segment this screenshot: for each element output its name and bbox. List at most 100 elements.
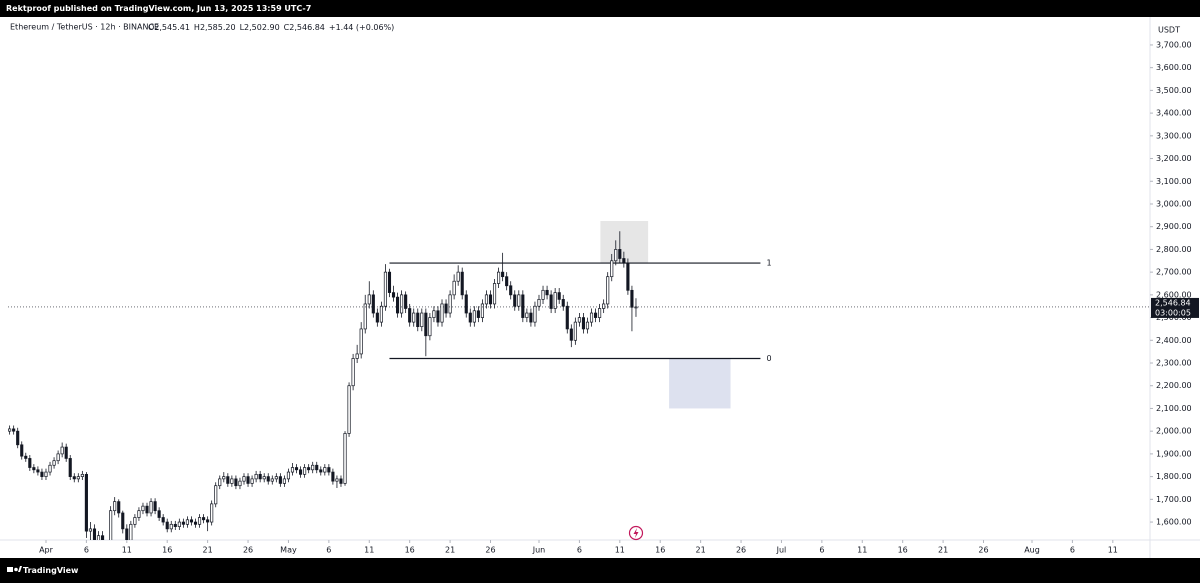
candle-body xyxy=(371,294,375,314)
candle-body xyxy=(197,517,202,525)
legend-value: 2,502.90 xyxy=(244,23,280,32)
legend-key: H xyxy=(194,23,200,32)
x-tick-label: 11 xyxy=(1108,546,1118,555)
candle-body xyxy=(585,321,590,330)
candle-body xyxy=(541,289,545,300)
candle-body xyxy=(529,312,533,323)
y-tick-label: 2,400.00 xyxy=(1156,336,1192,345)
candle-body xyxy=(387,271,392,293)
chart-title: Ethereum / TetherUS · 12h · BINANCE xyxy=(10,23,159,32)
candle-body xyxy=(226,476,230,484)
x-tick-label: 16 xyxy=(162,546,172,555)
candle-body xyxy=(193,521,198,525)
candle-body xyxy=(210,503,214,523)
candle-body xyxy=(501,271,505,278)
candle-body xyxy=(286,471,291,480)
x-tick-label: 6 xyxy=(1070,546,1075,555)
y-tick-label: 3,500.00 xyxy=(1156,86,1192,95)
candle-body xyxy=(173,523,177,527)
candle-body xyxy=(594,312,598,318)
x-tick-label: May xyxy=(280,546,297,555)
candle-body xyxy=(238,480,242,487)
candle-body xyxy=(214,485,218,505)
x-tick-label: 16 xyxy=(405,546,415,555)
candle-body xyxy=(278,476,282,484)
candle-body xyxy=(375,312,379,323)
candle-body xyxy=(28,458,32,468)
x-tick-label: 26 xyxy=(978,546,988,555)
x-tick-label: 26 xyxy=(243,546,253,555)
candle-body xyxy=(412,312,416,323)
candle-body xyxy=(72,476,76,480)
candle-body xyxy=(68,458,72,477)
plot: 10 xyxy=(8,221,772,540)
candle-body xyxy=(222,476,226,480)
candle-body xyxy=(311,464,315,471)
legend-key: C xyxy=(284,23,290,32)
x-tick-label: 6 xyxy=(819,546,824,555)
candle-body xyxy=(391,292,396,298)
candle-body xyxy=(400,294,404,314)
candle-body xyxy=(509,285,513,296)
last-price-box xyxy=(1151,297,1199,318)
y-axis-unit: USDT xyxy=(1158,26,1180,35)
y-tick-label: 2,300.00 xyxy=(1156,359,1192,368)
candle-body xyxy=(428,317,432,337)
candle-body xyxy=(177,521,181,527)
candle-body xyxy=(521,294,525,318)
candle-body xyxy=(76,476,80,480)
candle-body xyxy=(581,317,586,330)
candle-body xyxy=(319,469,323,473)
y-tick-label: 3,100.00 xyxy=(1156,177,1192,186)
candle-body xyxy=(96,535,101,540)
x-tick-label: 26 xyxy=(485,546,495,555)
y-tick-label: 2,800.00 xyxy=(1156,245,1192,254)
candle-body xyxy=(161,517,165,523)
x-tick-label: 11 xyxy=(857,546,867,555)
candle-body xyxy=(468,312,472,323)
candle-body xyxy=(589,312,594,323)
candle-body xyxy=(113,501,117,512)
candle-body xyxy=(440,303,444,323)
candle-body xyxy=(20,444,24,457)
legend-value: 2,546.84 xyxy=(289,23,325,32)
candle-body xyxy=(395,296,400,314)
candle-body xyxy=(497,271,501,284)
candle-body xyxy=(262,476,266,480)
x-tick-label: 6 xyxy=(326,546,331,555)
y-tick-label: 1,600.00 xyxy=(1156,518,1192,527)
candle-body xyxy=(513,294,517,307)
candle-body xyxy=(230,478,234,484)
candle-body xyxy=(307,467,311,471)
candle-body xyxy=(52,460,56,466)
y-tick-label: 3,000.00 xyxy=(1156,199,1192,208)
x-tick-label: Jun xyxy=(532,546,546,555)
candle-body xyxy=(456,271,460,282)
legend-key: +1.44 (+0.06%) xyxy=(329,23,394,32)
candle-body xyxy=(436,310,440,323)
candle-body xyxy=(460,271,464,296)
x-tick-label: 21 xyxy=(938,546,948,555)
y-tick-label: 2,000.00 xyxy=(1156,427,1192,436)
candle-body xyxy=(602,303,606,309)
candle-body xyxy=(359,328,363,355)
candle-body xyxy=(517,294,521,307)
candle-body xyxy=(505,276,509,287)
candle-body xyxy=(569,328,573,341)
candle-body xyxy=(323,467,327,473)
zone-box xyxy=(669,358,731,409)
candle-body xyxy=(117,501,121,514)
candle-body xyxy=(181,521,185,525)
candle-body xyxy=(92,528,97,540)
y-tick-label: 3,400.00 xyxy=(1156,109,1192,118)
candle-body xyxy=(274,476,278,480)
candle-body xyxy=(533,305,537,323)
candle-body xyxy=(606,276,610,305)
candle-body xyxy=(250,478,254,484)
x-tick-label: Apr xyxy=(39,546,54,555)
candle-body xyxy=(40,471,44,477)
candle-body xyxy=(573,321,577,341)
candle-body xyxy=(80,473,84,477)
candle-body xyxy=(254,473,258,480)
